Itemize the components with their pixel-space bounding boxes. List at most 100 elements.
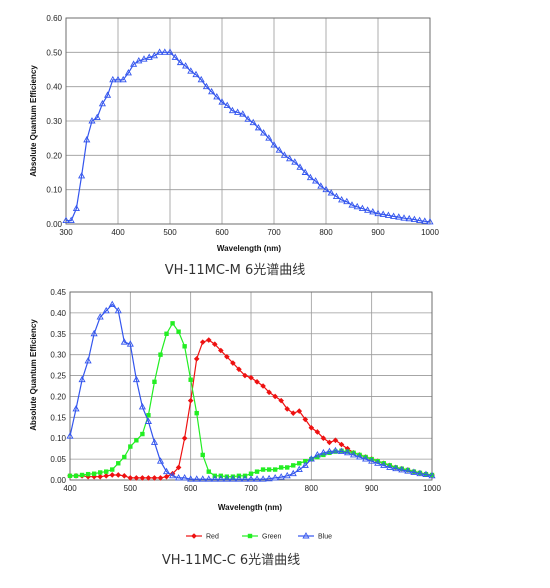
- chart-mono-point-qe: [343, 197, 351, 205]
- chart-mono-y-tick-label: 0.50: [46, 48, 62, 57]
- chart-color-point-blue: [205, 475, 213, 482]
- chart-mono-series-qe: [62, 48, 434, 225]
- legend-marker-blue: [302, 532, 310, 539]
- chart-color-point-blue: [138, 402, 146, 410]
- chart-mono-x-tick-label: 900: [371, 228, 385, 237]
- legend-label-green: Green: [262, 534, 282, 541]
- chart-color-point-green: [104, 469, 109, 474]
- chart-color-point-green: [327, 450, 332, 456]
- chart-color-point-blue: [374, 459, 382, 466]
- chart-mono-point-qe: [218, 98, 226, 105]
- chart-color-point-green: [345, 449, 350, 454]
- chart-mono-point-qe: [140, 55, 148, 62]
- chart-color-point-blue: [362, 455, 370, 462]
- chart-color-point-green: [399, 466, 405, 471]
- chart-color-point-green: [285, 465, 290, 470]
- chart-color-point-green: [85, 471, 91, 477]
- chart-color-point-blue: [398, 466, 406, 473]
- chart-color-point-blue: [150, 438, 159, 445]
- chart-color-point-blue: [356, 453, 364, 460]
- chart-color-point-red: [248, 374, 254, 381]
- chart-color-point-red: [145, 475, 152, 481]
- chart-color-point-red: [218, 347, 224, 354]
- chart-mono-point-qe: [421, 217, 429, 224]
- chart-mono-point-qe: [306, 173, 314, 181]
- chart-color-point-blue: [90, 329, 98, 337]
- chart-mono-point-qe: [93, 113, 101, 121]
- chart-mono-point-qe: [213, 93, 221, 100]
- chart-color-point-blue: [325, 447, 334, 455]
- chart-mono-point-qe: [202, 82, 210, 90]
- chart-color-x-tick-label: 800: [305, 484, 319, 493]
- chart-color-point-green: [67, 473, 73, 479]
- chart-color-point-red: [314, 429, 321, 435]
- chart-color-point-blue: [253, 475, 261, 482]
- chart-color-point-red: [320, 435, 327, 442]
- chart-color-point-red: [133, 475, 140, 481]
- chart-color-y-tick-label: 0.40: [50, 309, 66, 318]
- legend-label-red: Red: [206, 534, 219, 541]
- chart-color-point-blue: [416, 469, 424, 477]
- chart-color-series: [66, 300, 436, 482]
- chart-color-point-blue: [301, 461, 309, 468]
- chart-color-point-green: [97, 470, 103, 475]
- chart-color-point-blue: [96, 313, 104, 320]
- chart-color-point-blue: [84, 357, 92, 364]
- chart-color-point-red: [212, 341, 218, 348]
- chart-color-point-red: [97, 473, 103, 480]
- chart-mono-point-qe: [291, 158, 299, 165]
- chart-color-point-green: [266, 467, 272, 472]
- chart-mono-x-tick-label: 700: [267, 228, 281, 237]
- chart-color-point-green: [73, 473, 79, 479]
- chart-color-series-blue: [66, 300, 436, 482]
- chart-mono-point-qe: [317, 182, 325, 189]
- chart-mono-point-qe: [197, 75, 205, 83]
- chart-mono-plot-frame: [65, 17, 431, 225]
- chart-mono-point-qe: [72, 204, 80, 212]
- chart-color-point-blue: [410, 468, 418, 475]
- chart-color-point-red: [344, 445, 351, 452]
- chart-mono-point-qe: [265, 134, 273, 141]
- chart-color-point-blue: [380, 461, 388, 468]
- chart-color-y-tick-label: 0.25: [50, 372, 66, 381]
- chart-mono-y-tick-label: 0.20: [46, 151, 62, 160]
- chart-color-point-red: [224, 353, 230, 360]
- chart-mono-point-qe: [124, 69, 132, 76]
- legend-label-blue: Blue: [318, 534, 332, 541]
- chart-color-point-green: [182, 344, 187, 349]
- chart-color-point-green: [128, 444, 133, 449]
- chart-mono-point-qe: [78, 172, 86, 179]
- chart-color-caption: VH-11MC-C 6光谱曲线: [162, 553, 300, 568]
- chart-color-point-blue: [319, 448, 327, 456]
- chart-mono-x-tick-label: 600: [215, 228, 229, 237]
- chart-color-point-blue: [144, 417, 153, 424]
- chart-mono-y-tick-label: 0.10: [46, 186, 62, 195]
- chart-color-point-red: [290, 410, 297, 416]
- chart-mono-point-qe: [260, 129, 268, 136]
- chart-color-point-green: [405, 467, 411, 473]
- chart-color-point-green: [164, 331, 169, 336]
- chart-mono-x-tick-label: 400: [111, 228, 125, 237]
- chart-mono-point-qe: [109, 75, 117, 83]
- chart-mono-point-qe: [119, 75, 127, 83]
- chart-color-point-blue: [349, 451, 358, 458]
- chart-color-point-green: [188, 377, 193, 382]
- chart-color-point-green: [411, 469, 417, 474]
- chart-color-point-green: [291, 463, 296, 468]
- chart-mono-point-qe: [369, 208, 377, 215]
- chart-mono-series: [62, 48, 434, 225]
- chart-color-y-tick-label: 0.45: [50, 288, 66, 297]
- chart-mono-point-qe: [234, 108, 242, 115]
- chart-color-point-red: [266, 389, 272, 396]
- chart-color-point-blue: [337, 447, 346, 455]
- chart-color-y-axis-label: Absolute Quantum Efficiency: [29, 319, 38, 431]
- chart-color-point-green: [110, 467, 115, 472]
- chart-color-x-axis-label: Wavelength (nm): [218, 503, 282, 512]
- chart-color-point-red: [260, 383, 266, 389]
- chart-color-point-green: [260, 467, 266, 472]
- chart-mono-point-qe: [114, 75, 122, 83]
- chart-mono-point-qe: [384, 211, 392, 218]
- chart-color-point-blue: [181, 473, 189, 481]
- chart-color-point-red: [236, 366, 242, 373]
- chart-color-point-blue: [126, 340, 134, 347]
